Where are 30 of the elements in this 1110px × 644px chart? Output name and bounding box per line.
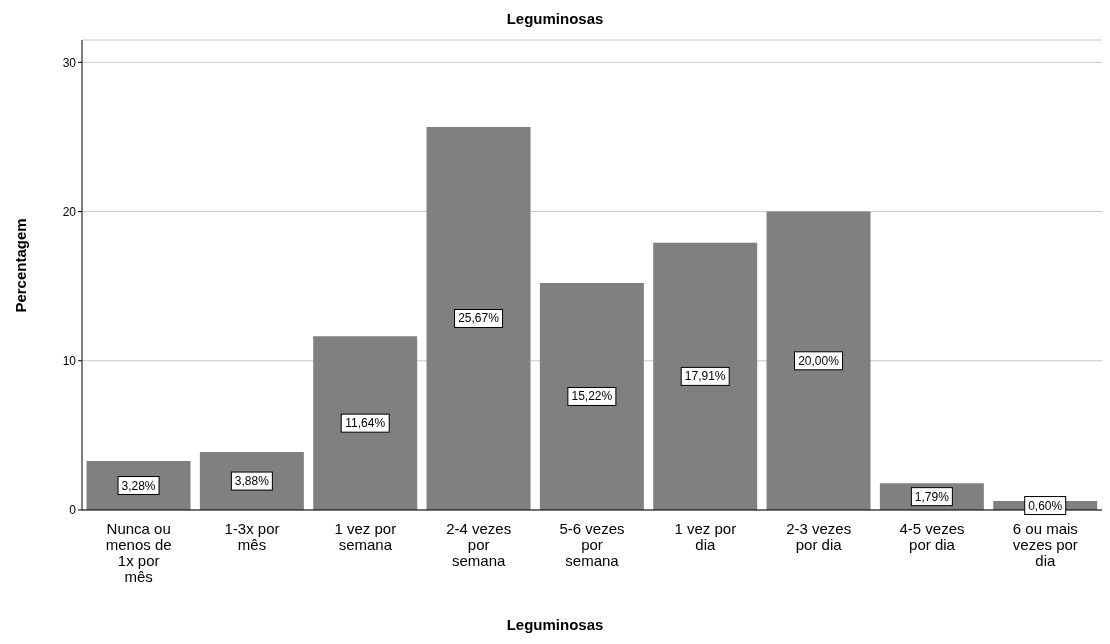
data-label: 17,91% [684, 369, 726, 384]
y-tick-label: 10 [62, 354, 77, 369]
data-label: 20,00% [798, 353, 840, 368]
x-tick-label: 1 vez por semana [334, 520, 397, 553]
y-tick-label: 0 [69, 503, 77, 518]
bar [653, 242, 758, 510]
x-tick-label: 5-6 vezes por semana [559, 520, 625, 569]
bar [313, 336, 418, 510]
data-label: 15,22% [571, 389, 613, 404]
chart-title: Leguminosas [505, 9, 605, 29]
bar [539, 282, 644, 510]
y-tick-label: 30 [62, 55, 77, 70]
x-axis-title: Leguminosas [505, 616, 605, 633]
data-label: 1,79% [914, 489, 950, 504]
bar [766, 211, 871, 510]
x-tick-label: 1-3x por mês [224, 520, 280, 553]
y-tick-label: 20 [62, 204, 77, 219]
bar [426, 126, 531, 510]
data-label: 0,60% [1028, 498, 1063, 513]
x-tick-label: Nunca ou menos de 1x por mês [105, 520, 172, 585]
data-label: 3,88% [234, 474, 270, 489]
x-tick-label: 6 ou mais vezes por dia [1012, 520, 1078, 569]
x-tick-label: 2-3 vezes por dia [786, 520, 852, 553]
data-label: 11,64% [345, 416, 386, 431]
x-tick-label: 4-5 vezes por dia [899, 520, 965, 553]
data-label: 25,67% [458, 311, 500, 326]
x-tick-label: 2-4 vezes por semana [446, 520, 512, 569]
y-axis-title: Percentagem [11, 217, 29, 313]
x-tick-label: 1 vez por dia [674, 520, 737, 553]
data-label: 3,28% [121, 478, 156, 493]
